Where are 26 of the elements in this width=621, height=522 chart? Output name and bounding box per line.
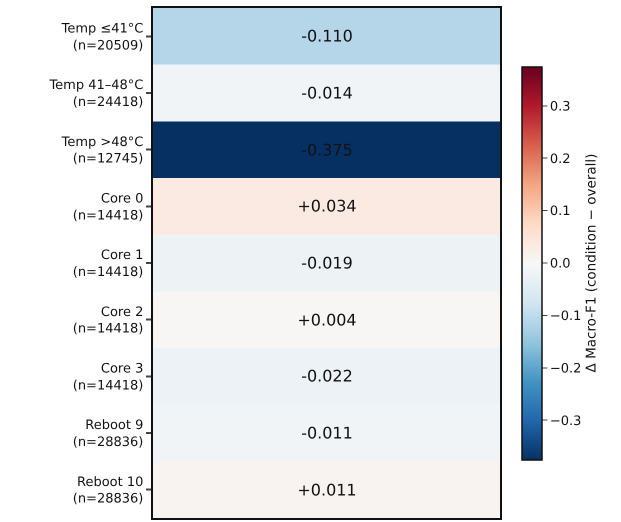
color-bar-label: −0.2 — [550, 361, 582, 376]
y-tick-label: Core 3 (n=14418) — [72, 361, 144, 394]
data-label: +0.004 — [297, 310, 357, 330]
y-tick-label: Core 0 (n=14418) — [72, 191, 144, 224]
color-bar-label: 0.2 — [550, 152, 571, 167]
color-bar-label: 0.0 — [550, 256, 571, 272]
y-tick-label: Core 1 (n=14418) — [72, 248, 144, 280]
data-label: -0.375 — [301, 140, 353, 160]
y-tick-label: Temp ≤41°C (n=20509) — [60, 21, 144, 54]
data-label: -0.014 — [301, 84, 353, 103]
color-bar-label: −0.3 — [550, 414, 582, 429]
data-label: -0.110 — [301, 26, 353, 46]
data-label: +0.011 — [297, 480, 357, 500]
data-label: -0.022 — [301, 366, 353, 386]
y-tick-label: Temp >48°C (n=12745) — [60, 134, 144, 167]
y-tick-label: Core 2 (n=14418) — [72, 304, 144, 337]
y-tick-label: Reboot 10 (n=28836) — [72, 474, 144, 507]
data-label: -0.019 — [301, 254, 353, 273]
color-bar-label: 0.3 — [550, 99, 571, 114]
data-label: -0.011 — [301, 424, 353, 443]
y-tick-label: Reboot 9 (n=28836) — [72, 418, 144, 450]
y-tick-label: Temp 41–48°C (n=24418) — [48, 78, 144, 110]
color-bar-label: −0.1 — [550, 308, 582, 324]
data-label: +0.034 — [297, 196, 357, 216]
color-bar-title: Δ Macro-F1 (condition − overall) — [583, 154, 600, 372]
color-bar-label: 0.1 — [550, 204, 571, 220]
